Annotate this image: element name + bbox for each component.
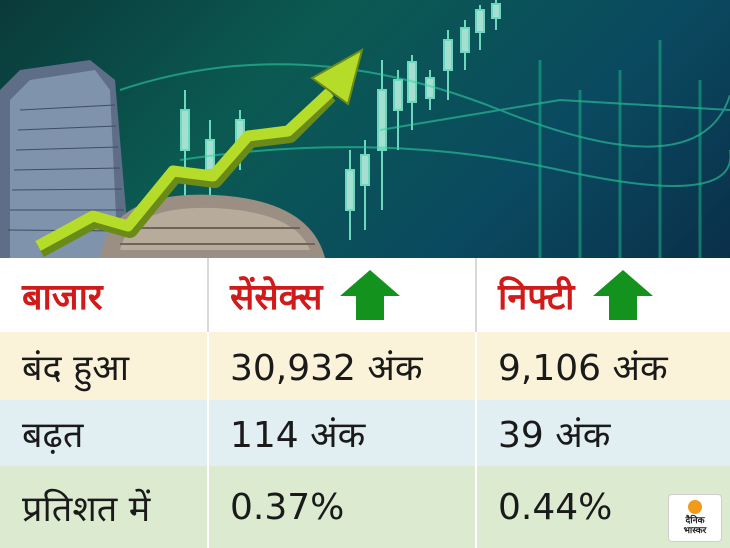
sensex-percent-value: 0.37% <box>230 486 345 528</box>
nifty-gain-value: 39 अंक <box>498 414 611 456</box>
rising-trend-arrow-icon <box>35 47 364 258</box>
logo-line1: दैनिक <box>685 516 705 526</box>
market-summary-table: बाजार सेंसेक्स निफ्टी बंद हुआ 30,932 अंक… <box>0 258 730 548</box>
table-header-row: बाजार सेंसेक्स निफ्टी <box>0 258 730 332</box>
up-arrow-icon <box>340 270 401 320</box>
table-row-close: बंद हुआ 30,932 अंक 9,106 अंक <box>0 332 730 400</box>
column-divider <box>475 400 477 466</box>
header-sensex: सेंसेक्स <box>208 258 476 332</box>
logo-line2: भास्कर <box>683 526 707 536</box>
nifty-percent-value: 0.44% <box>498 486 613 528</box>
sensex-gain-value: 114 अंक <box>230 414 366 456</box>
column-divider <box>207 258 209 332</box>
candlestick-chart-graphic <box>180 0 501 240</box>
header-nifty: निफ्टी <box>476 258 730 332</box>
row-label: प्रतिशत में <box>22 488 151 530</box>
row-label: बंद हुआ <box>22 347 130 389</box>
column-divider <box>207 466 209 548</box>
row-label: बढ़त <box>22 414 84 456</box>
header-nifty-label: निफ्टी <box>498 276 575 318</box>
column-divider <box>475 258 477 332</box>
header-market: बाजार <box>22 276 103 318</box>
column-divider <box>207 400 209 466</box>
stock-exchange-building-graphic <box>0 60 325 258</box>
column-divider <box>475 466 477 548</box>
sensex-close-value: 30,932 अंक <box>230 347 423 389</box>
up-arrow-icon <box>592 270 653 320</box>
stock-market-banner <box>0 0 730 258</box>
nifty-close-value: 9,106 अंक <box>498 347 668 389</box>
column-divider <box>475 332 477 400</box>
table-row-percent: प्रतिशत में 0.37% 0.44% <box>0 466 730 548</box>
column-divider <box>207 332 209 400</box>
table-row-gain: बढ़त 114 अंक 39 अंक <box>0 400 730 466</box>
publisher-logo: दैनिक भास्कर <box>668 494 722 542</box>
header-sensex-label: सेंसेक्स <box>230 276 323 318</box>
banner-illustration <box>0 0 730 258</box>
sun-logo-icon <box>688 500 702 514</box>
